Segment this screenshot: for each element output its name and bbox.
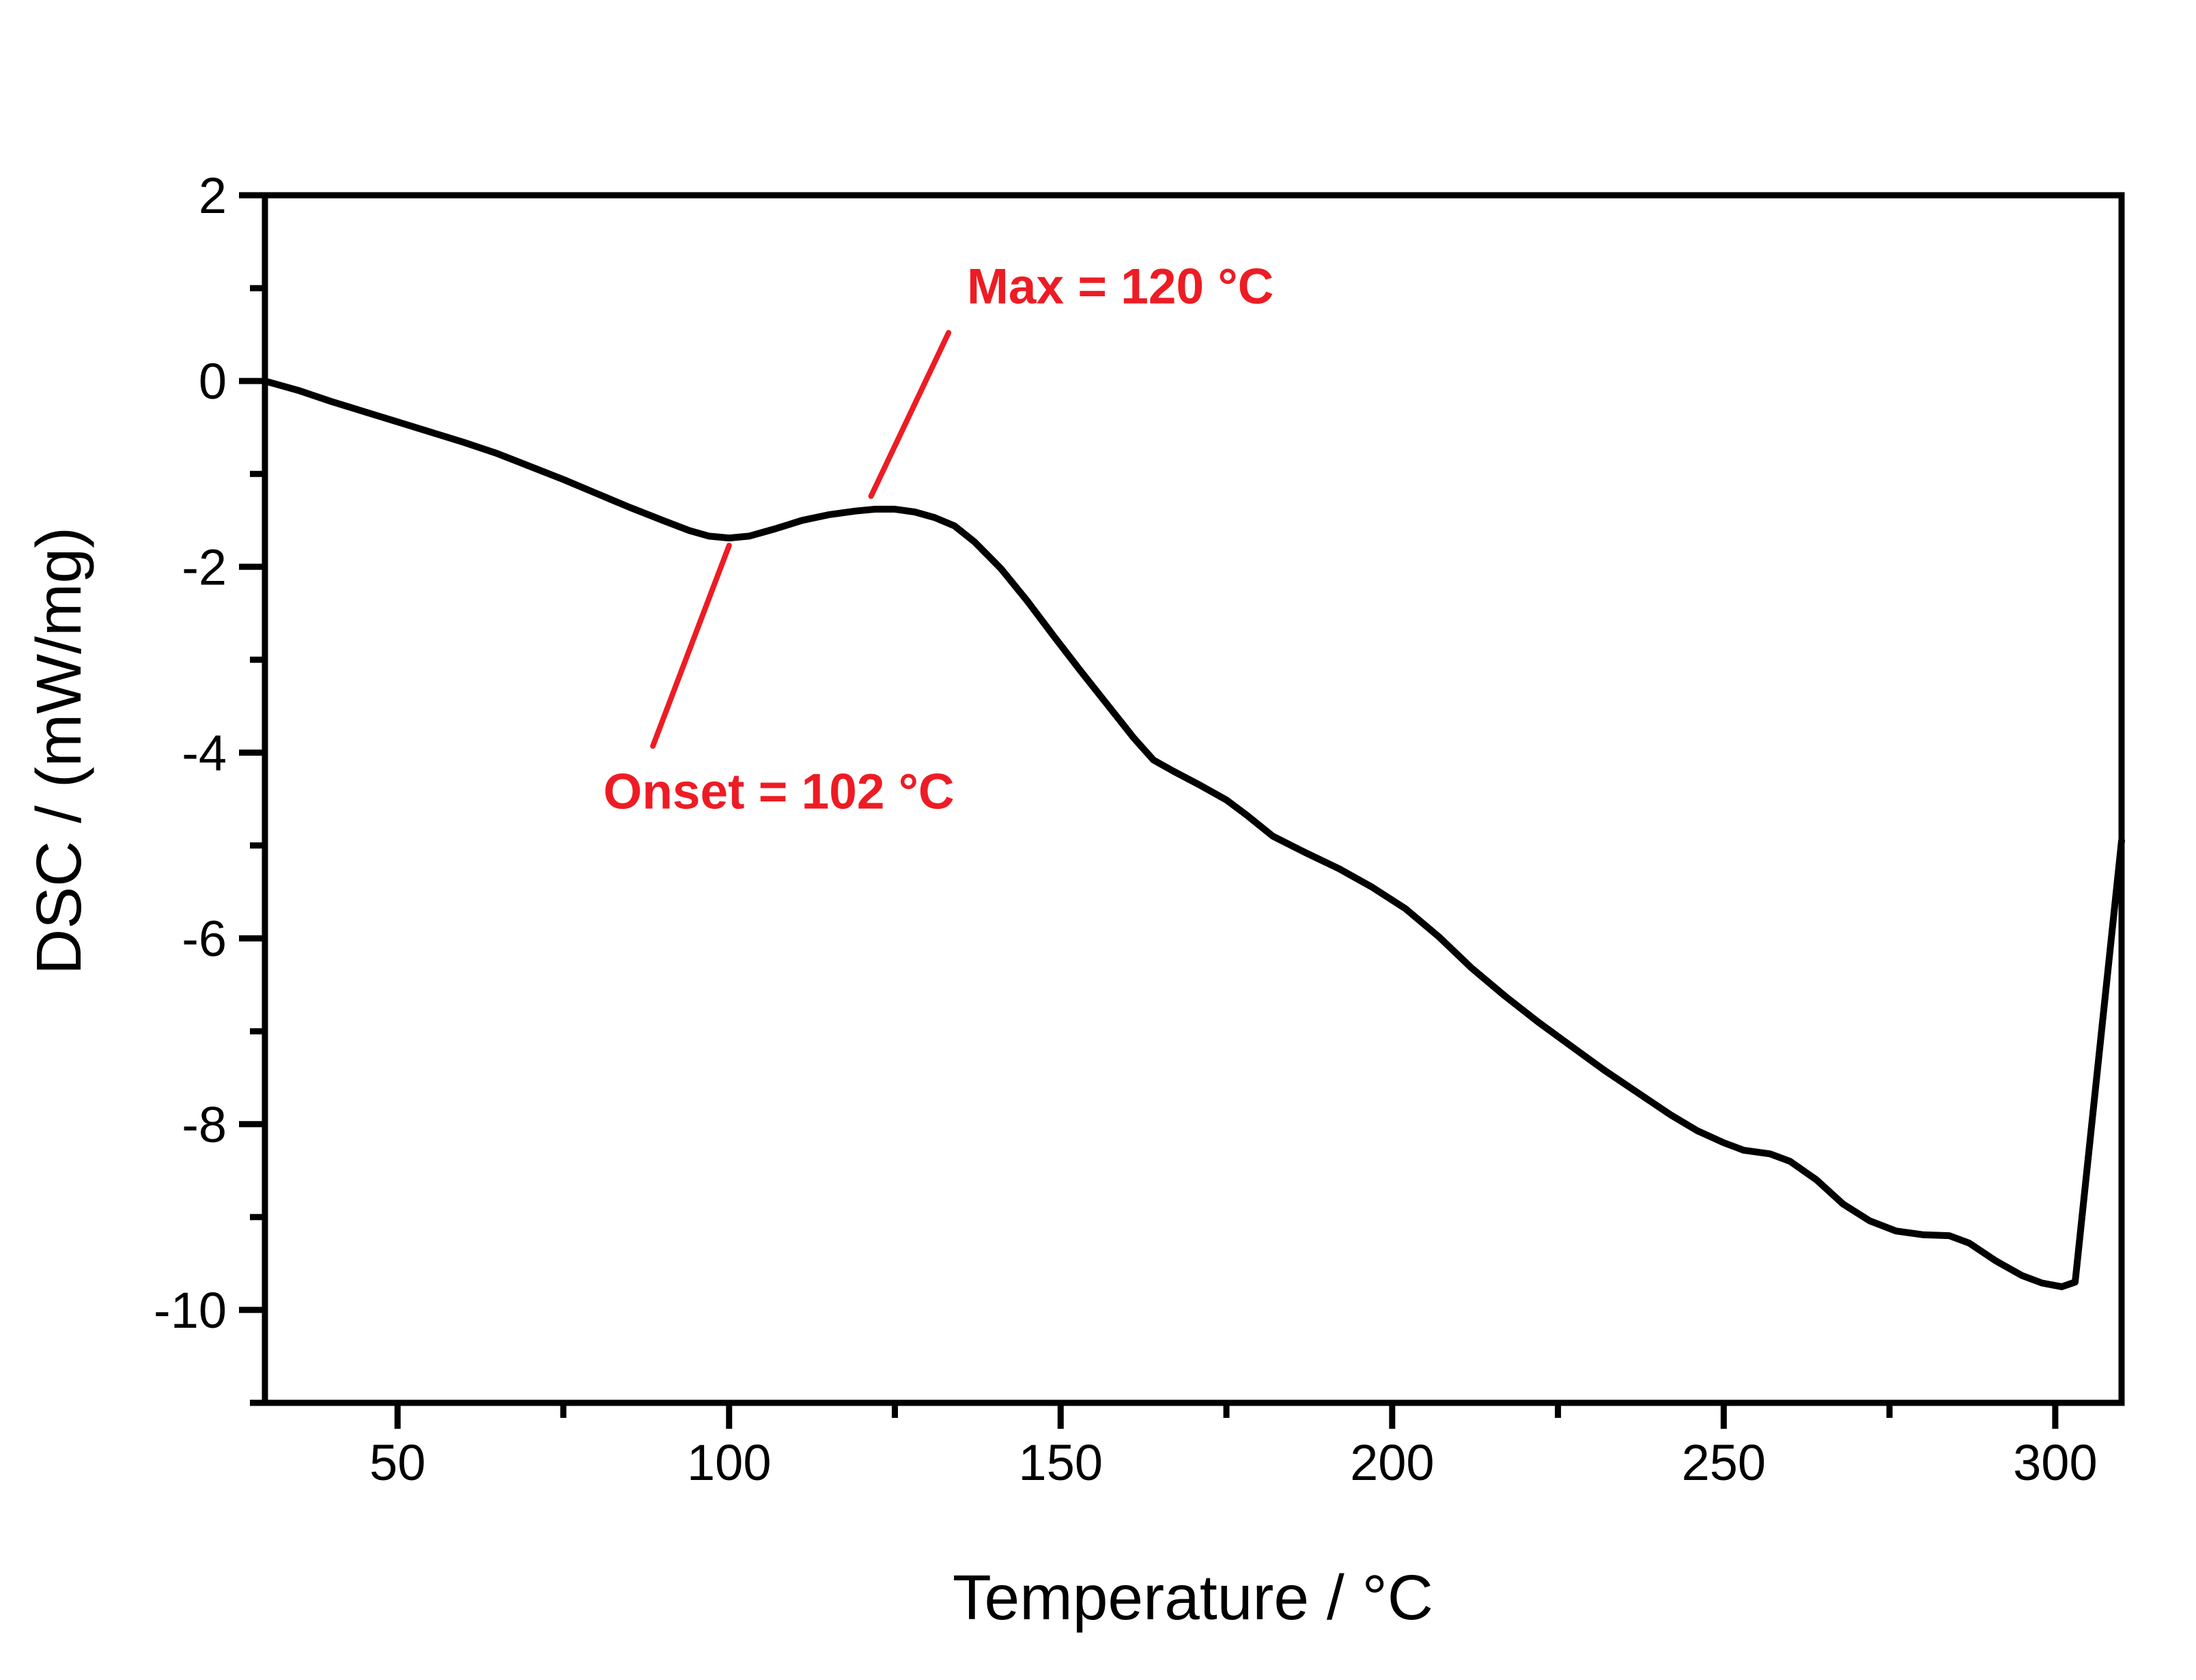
y-tick-label: -4 — [182, 724, 227, 781]
axis-ticks — [239, 192, 2059, 1429]
dsc-curve — [262, 378, 2125, 1290]
onset-annotation-label: Onset = 102 °C — [604, 765, 955, 820]
y-tick-label: 2 — [199, 167, 227, 224]
onset-annotation-line — [650, 543, 732, 749]
axis-tick-labels: 50 100 150 200 250 300 2 0 -2 -4 -6 -8 -10 — [154, 167, 2098, 1491]
plot-background — [265, 195, 2122, 1403]
y-tick-label: -10 — [154, 1282, 227, 1339]
plot-border — [262, 192, 2125, 1406]
x-tick-label: 150 — [1019, 1434, 1103, 1491]
x-axis-title: Temperature / °C — [953, 1562, 1433, 1633]
y-tick-label: -8 — [182, 1096, 227, 1153]
y-tick-label: 0 — [199, 353, 227, 410]
y-tick-label: -6 — [182, 911, 227, 967]
x-tick-label: 300 — [2013, 1434, 2097, 1491]
max-annotation-label: Max = 120 °C — [967, 259, 1273, 314]
x-tick-label: 200 — [1350, 1434, 1434, 1491]
x-tick-label: 100 — [687, 1434, 771, 1491]
y-tick-label: -2 — [182, 539, 227, 595]
max-annotation-line — [868, 330, 952, 499]
x-tick-label: 50 — [369, 1434, 425, 1491]
x-tick-label: 250 — [1682, 1434, 1766, 1491]
y-axis-title: DSC / (mW/mg) — [23, 527, 94, 975]
